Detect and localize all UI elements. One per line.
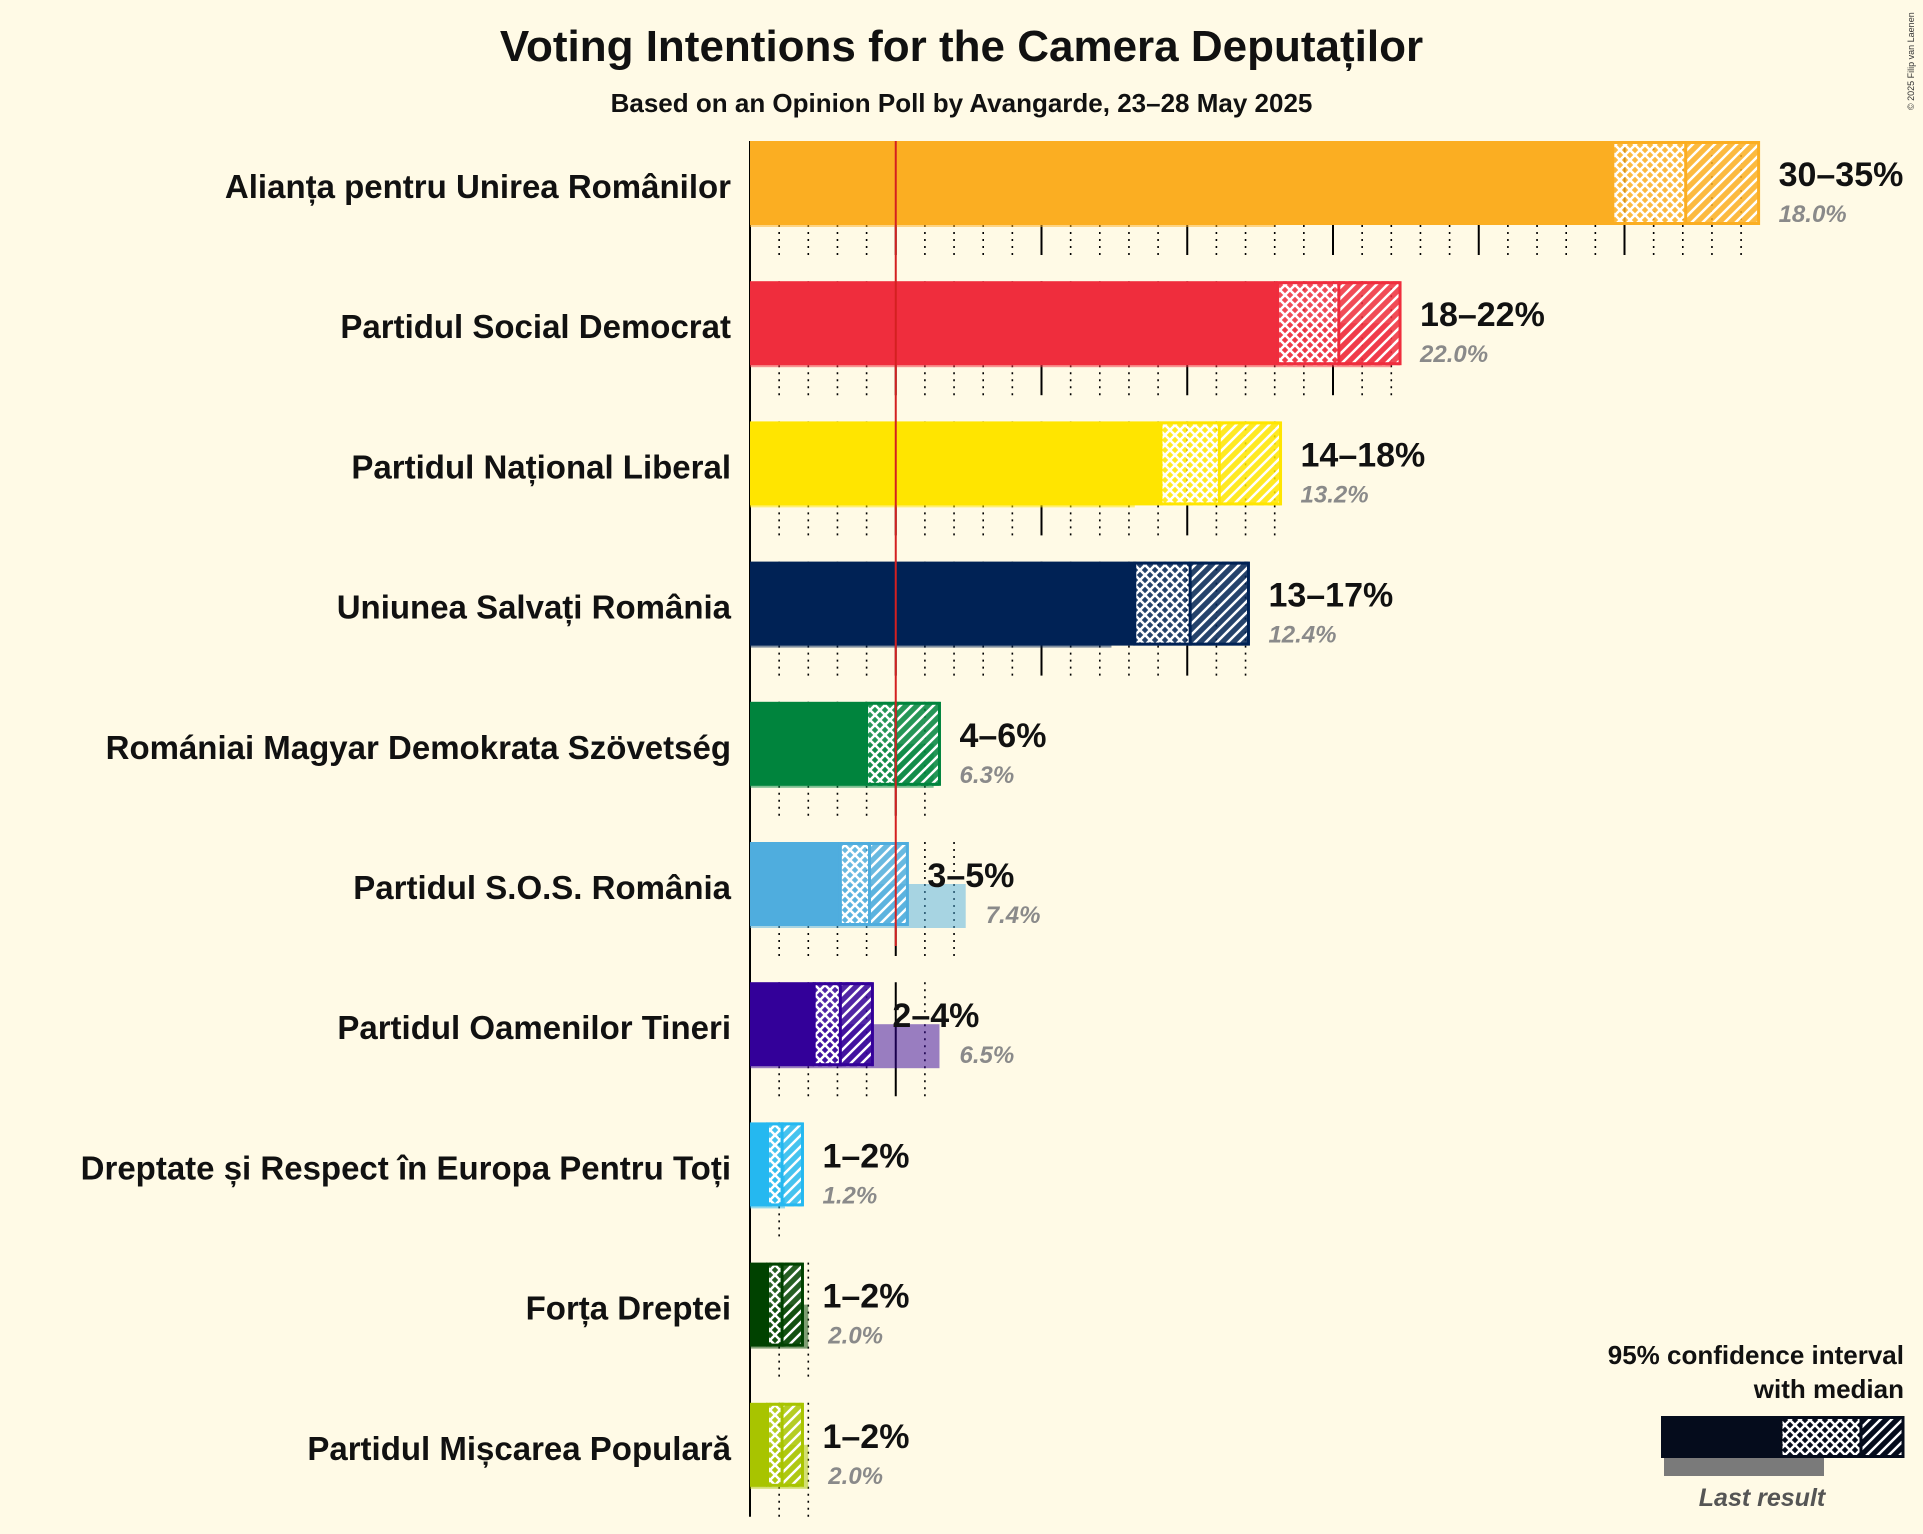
- party-name-label: Partidul Național Liberal: [351, 448, 731, 486]
- party-name-label: Dreptate și Respect în Europa Pentru Toț…: [81, 1149, 731, 1187]
- party-bar-group: [750, 281, 1402, 368]
- party-bar-group: [750, 141, 1761, 227]
- ci-outline: [765, 1402, 804, 1487]
- party-bar-group: [750, 982, 940, 1069]
- ci-upper-hatch: [782, 1402, 803, 1487]
- party-bar-group: [750, 421, 1283, 508]
- ci-outline: [838, 842, 909, 926]
- party-name-label: Forța Dreptei: [526, 1290, 731, 1328]
- chart-subtitle: Based on an Opinion Poll by Avangarde, 2…: [610, 88, 1313, 118]
- chart-title: Voting Intentions for the Camera Deputaț…: [499, 22, 1424, 71]
- last-result-value-label: 12.4%: [1268, 622, 1336, 649]
- ci-upper-hatch: [869, 842, 908, 926]
- ci-lower-hatch: [767, 1122, 783, 1207]
- last-result-value-label: 7.4%: [986, 902, 1041, 929]
- party-bar-group: [750, 561, 1250, 648]
- ci-solid-bar: [750, 281, 1278, 366]
- party-name-label: Partidul S.O.S. România: [353, 869, 731, 906]
- ci-solid-bar: [750, 1122, 768, 1207]
- ci-outline: [765, 1262, 804, 1347]
- party-name-label: Partidul Mișcarea Populară: [307, 1430, 731, 1468]
- party-bar-group: [750, 1402, 809, 1489]
- ci-upper-hatch: [1190, 561, 1249, 646]
- ci-lower-hatch: [1612, 141, 1686, 225]
- ci-upper-hatch: [1219, 421, 1281, 506]
- party-bar-group: [750, 1262, 809, 1349]
- range-label: 1–2%: [822, 1418, 909, 1456]
- ci-upper-hatch: [782, 1262, 803, 1347]
- legend-ci-outline: [1779, 1416, 1905, 1458]
- ci-solid-bar: [750, 982, 815, 1067]
- ci-solid-bar: [750, 561, 1135, 646]
- ci-outline: [765, 1122, 804, 1207]
- last-result-value-label: 13.2%: [1301, 481, 1369, 508]
- ci-solid-bar: [750, 1402, 768, 1487]
- ci-solid-bar: [750, 842, 841, 926]
- last-result-value-label: 22.0%: [1419, 341, 1488, 368]
- party-bar-group: [750, 701, 941, 788]
- ci-upper-hatch: [1338, 281, 1401, 366]
- legend-lower-hatch: [1781, 1416, 1861, 1458]
- ci-lower-hatch: [767, 1262, 783, 1347]
- range-label: 14–18%: [1301, 436, 1426, 474]
- ci-solid-bar: [750, 701, 867, 786]
- range-label: 4–6%: [959, 717, 1046, 755]
- range-label: 1–2%: [822, 1278, 909, 1316]
- ci-lower-hatch: [767, 1402, 783, 1487]
- last-result-value-label: 18.0%: [1779, 201, 1847, 228]
- range-label: 1–2%: [822, 1137, 909, 1175]
- ci-upper-hatch: [782, 1122, 803, 1207]
- ci-solid-bar: [750, 421, 1162, 506]
- ci-lower-hatch: [1277, 281, 1339, 366]
- legend-title-line2: with median: [1753, 1374, 1904, 1404]
- legend-solid-bar: [1661, 1416, 1781, 1458]
- ci-lower-hatch: [1161, 421, 1220, 506]
- last-result-value-label: 6.5%: [959, 1042, 1014, 1069]
- last-result-value-label: 6.3%: [959, 762, 1014, 789]
- ci-upper-hatch: [895, 701, 940, 786]
- ci-lower-hatch: [814, 982, 841, 1067]
- last-result-value-label: 2.0%: [827, 1463, 883, 1490]
- ci-lower-hatch: [1134, 561, 1191, 646]
- range-label: 13–17%: [1268, 577, 1393, 615]
- ci-upper-hatch: [1685, 141, 1759, 225]
- last-result-value-label: 1.2%: [822, 1182, 877, 1209]
- legend-upper-hatch: [1861, 1416, 1903, 1458]
- ci-outline: [812, 982, 874, 1067]
- range-label: 30–35%: [1779, 156, 1904, 194]
- ci-lower-hatch: [866, 701, 896, 786]
- legend-title-line1: 95% confidence interval: [1608, 1340, 1904, 1370]
- range-label: 3–5%: [927, 857, 1014, 895]
- party-name-label: Partidul Oamenilor Tineri: [337, 1009, 731, 1046]
- party-name-label: Romániai Magyar Demokrata Szövetség: [106, 729, 731, 766]
- range-label: 18–22%: [1420, 296, 1545, 334]
- party-name-label: Partidul Social Democrat: [340, 308, 731, 345]
- party-name-label: Alianța pentru Unirea Românilor: [225, 168, 731, 206]
- legend-last-result-label: Last result: [1699, 1484, 1827, 1512]
- ci-upper-hatch: [840, 982, 873, 1067]
- party-bar-group: [750, 1122, 804, 1209]
- ci-outline: [865, 701, 941, 786]
- last-result-value-label: 2.0%: [827, 1323, 883, 1350]
- range-label: 2–4%: [892, 997, 979, 1035]
- ci-lower-hatch: [840, 842, 870, 926]
- ci-solid-bar: [750, 1262, 768, 1347]
- party-bar-group: [750, 842, 966, 928]
- party-name-label: Uniunea Salvați România: [337, 589, 732, 627]
- ci-solid-bar: [750, 141, 1613, 225]
